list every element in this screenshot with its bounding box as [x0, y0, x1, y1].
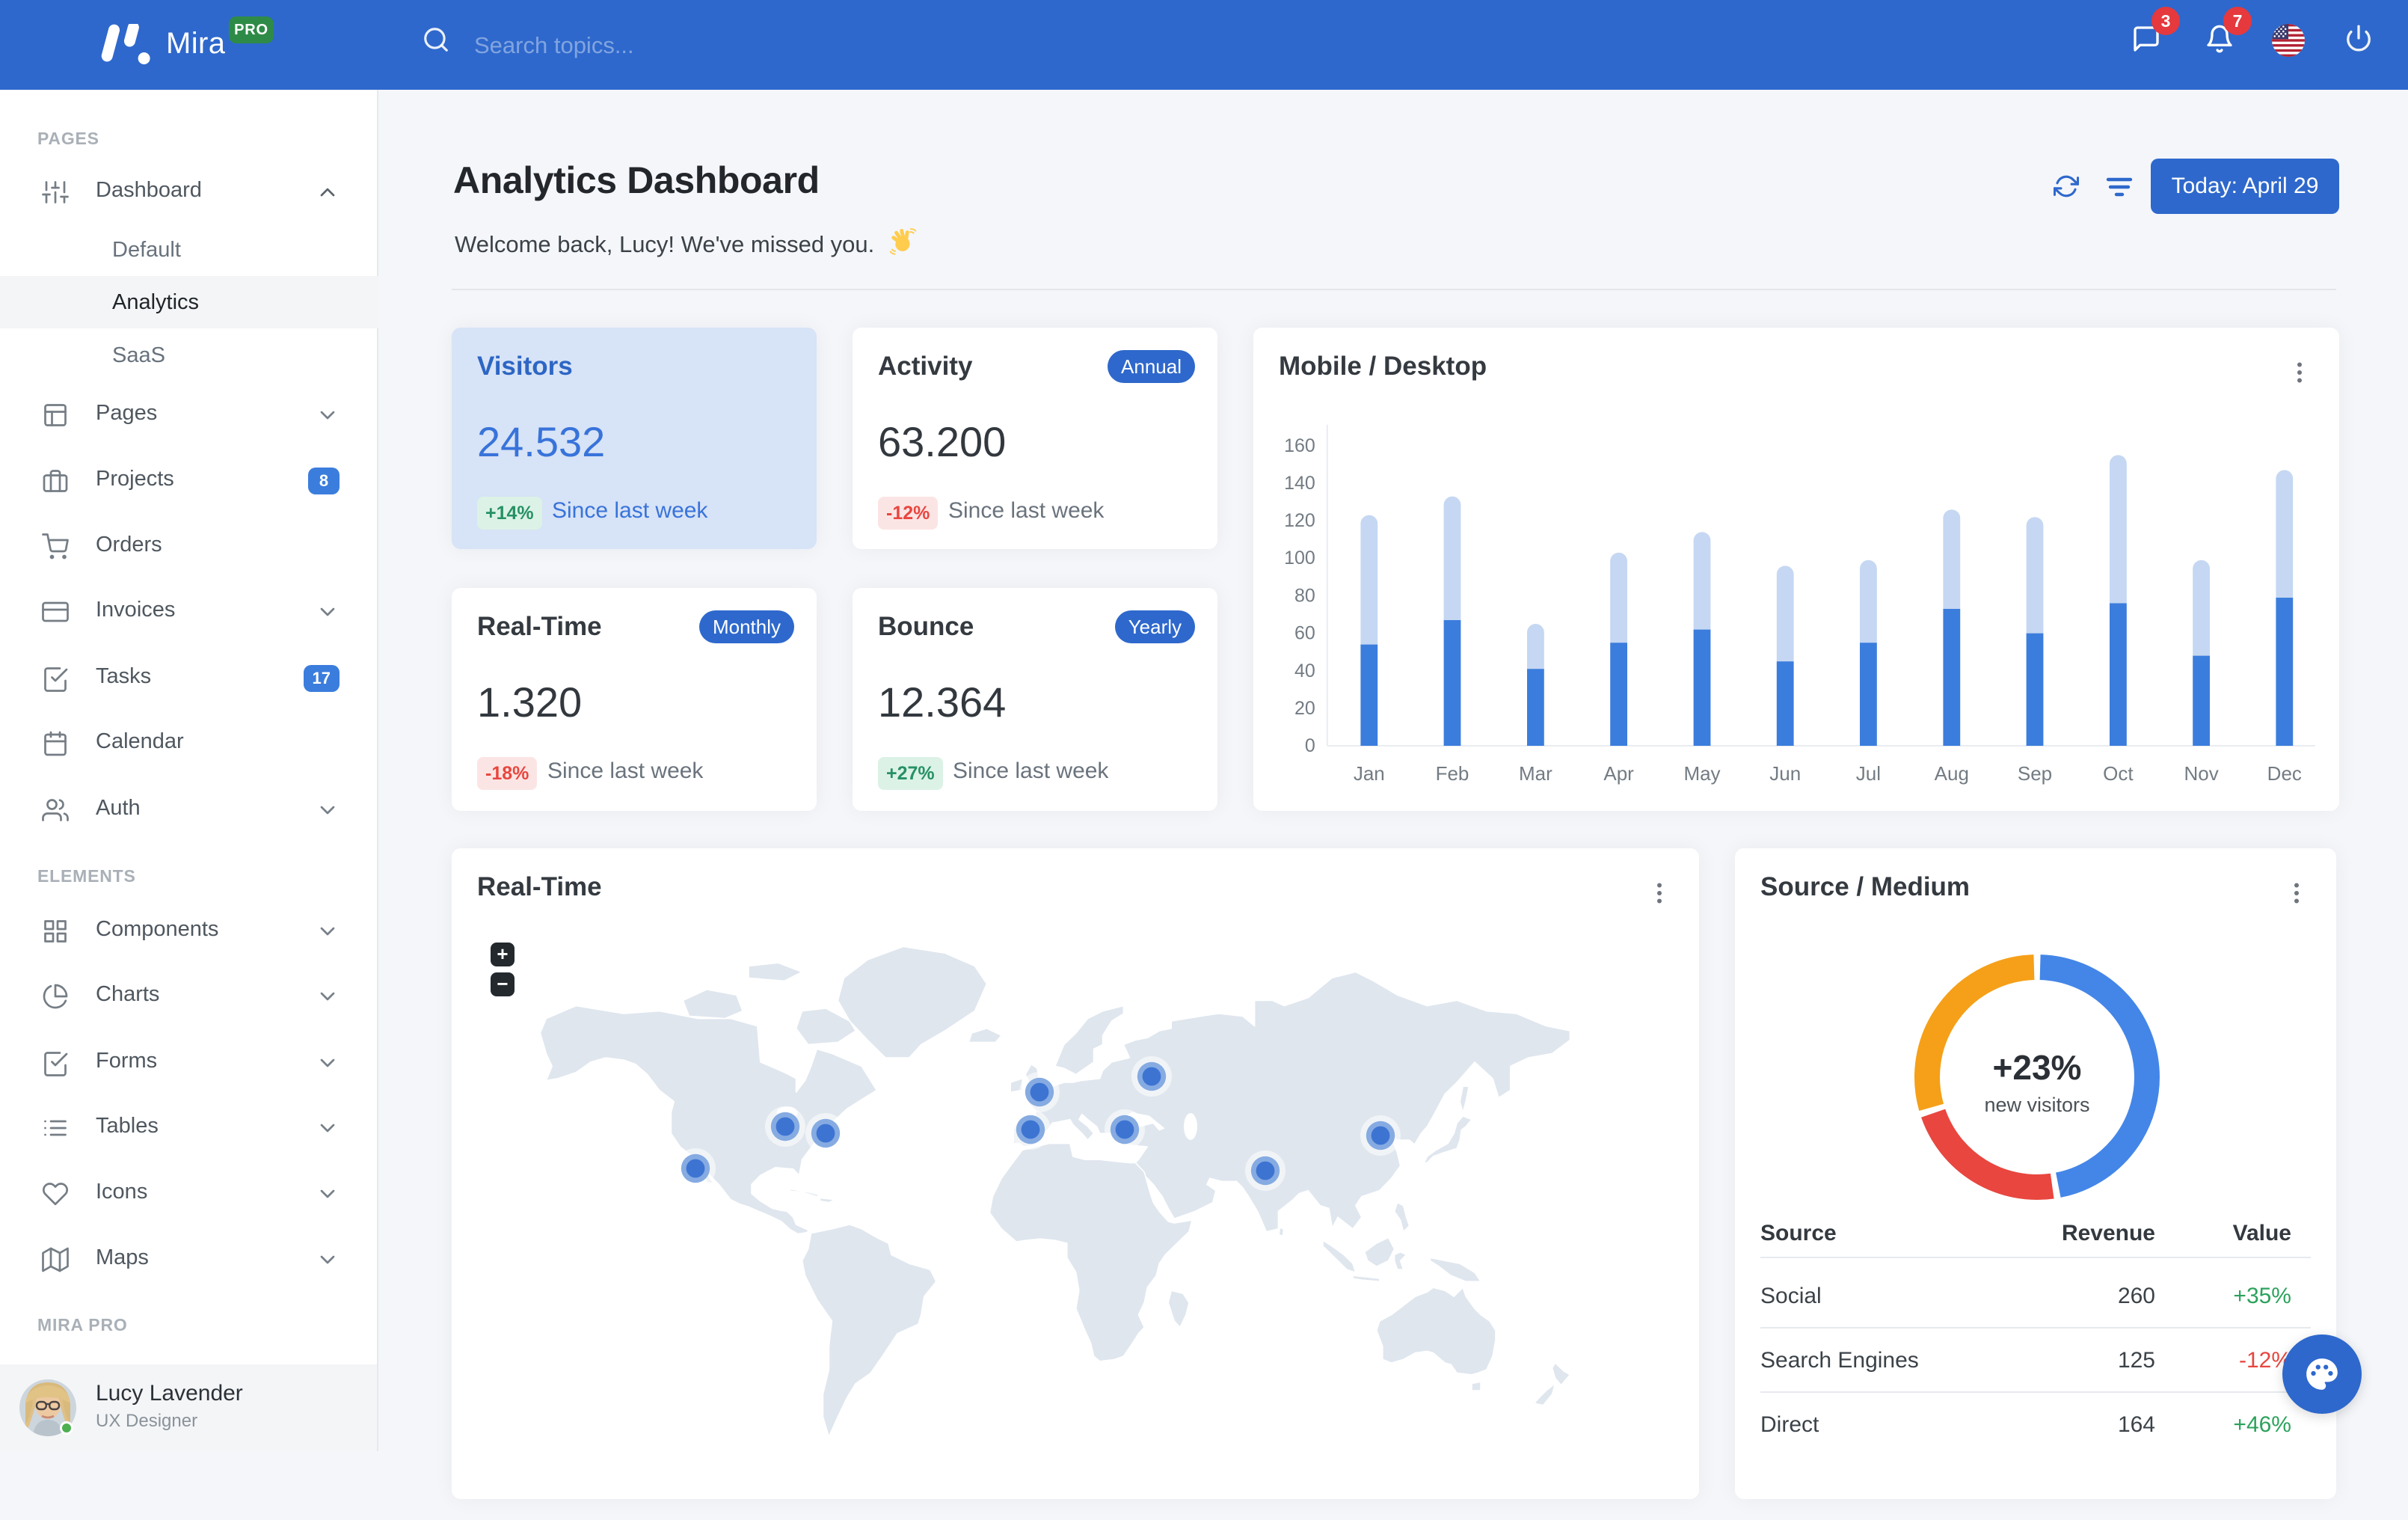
svg-text:60: 60 — [1294, 623, 1315, 644]
svg-text:Oct: Oct — [2103, 762, 2134, 785]
svg-text:May: May — [1683, 762, 1720, 785]
svg-text:Aug: Aug — [1935, 762, 1969, 785]
svg-text:140: 140 — [1284, 473, 1315, 494]
svg-text:0: 0 — [1305, 735, 1315, 756]
svg-text:80: 80 — [1294, 585, 1315, 606]
svg-text:120: 120 — [1284, 510, 1315, 531]
svg-text:40: 40 — [1294, 661, 1315, 681]
svg-text:Nov: Nov — [2184, 762, 2218, 785]
svg-text:Jul: Jul — [1856, 762, 1881, 785]
svg-text:Mar: Mar — [1519, 762, 1552, 785]
svg-text:Jun: Jun — [1769, 762, 1801, 785]
svg-text:Feb: Feb — [1436, 762, 1469, 785]
svg-text:Apr: Apr — [1603, 762, 1634, 785]
svg-text:Dec: Dec — [2267, 762, 2302, 785]
svg-text:20: 20 — [1294, 698, 1315, 719]
svg-text:100: 100 — [1284, 548, 1315, 569]
svg-text:160: 160 — [1284, 435, 1315, 456]
svg-text:Jan: Jan — [1354, 762, 1385, 785]
svg-text:Sep: Sep — [2018, 762, 2052, 785]
